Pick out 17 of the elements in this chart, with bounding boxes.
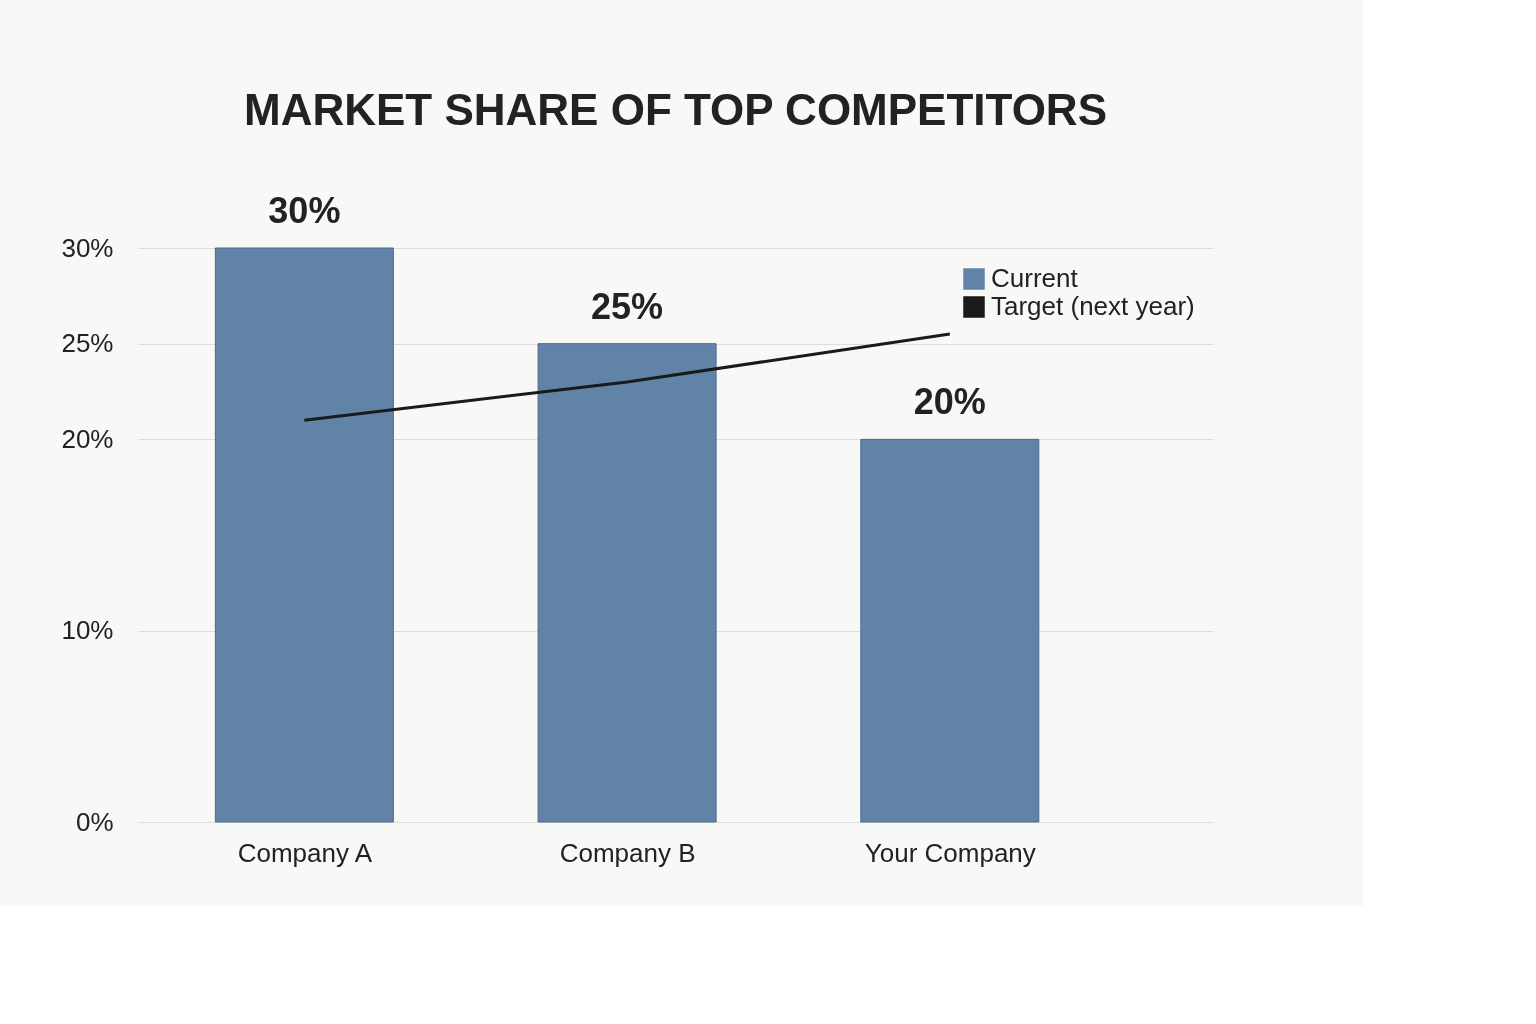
x-tick-label: Your Company [864, 837, 1036, 868]
data-label: 25% [591, 285, 664, 327]
bar [860, 438, 1040, 823]
y-tick-label: 25% [61, 328, 114, 359]
y-tick-label: 10% [61, 615, 114, 646]
bar [214, 247, 394, 823]
data-label: 20% [913, 381, 986, 423]
y-tick-label: 0% [75, 806, 114, 837]
chart-title: MARKET SHARE OF TOP COMPETITORS [244, 85, 1107, 134]
data-label: 30% [268, 190, 341, 231]
x-tick-label: Company B [559, 837, 696, 868]
x-tick-label: Company A [237, 837, 373, 868]
legend-label: Target (next year) [991, 291, 1195, 321]
y-tick-label: 30% [61, 232, 114, 263]
bar [537, 343, 717, 823]
y-tick-label: 20% [61, 423, 114, 454]
legend-label: Current [991, 263, 1079, 293]
